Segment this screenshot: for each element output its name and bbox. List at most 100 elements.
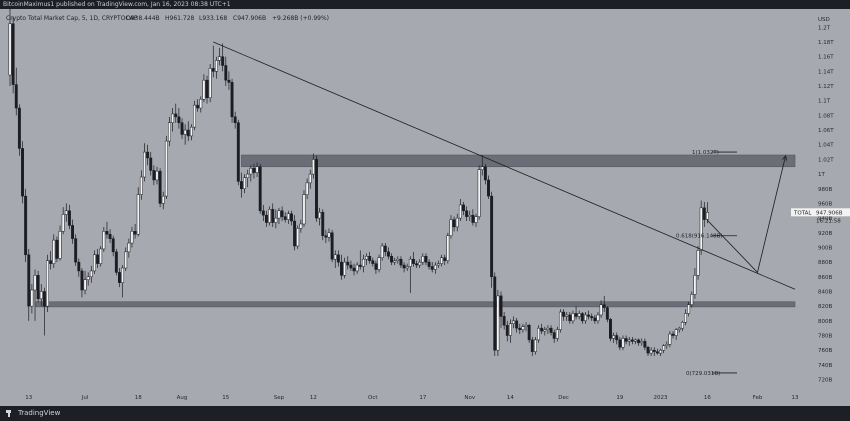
candle-body-down bbox=[358, 264, 362, 267]
candle-body-up bbox=[612, 335, 616, 339]
tradingview-brand[interactable]: TradingView bbox=[6, 409, 60, 417]
x-tick-label: Feb bbox=[753, 395, 763, 401]
candle-body-up bbox=[433, 264, 437, 270]
candle bbox=[258, 163, 262, 214]
candle-body-down bbox=[549, 327, 553, 333]
candle bbox=[377, 254, 381, 273]
candle bbox=[230, 78, 234, 123]
candle-body-down bbox=[618, 339, 622, 348]
candle-body-down bbox=[349, 264, 353, 269]
price-countdown: 16:21:58 bbox=[816, 218, 841, 224]
candle bbox=[621, 335, 625, 351]
candle-body-down bbox=[227, 79, 231, 83]
candle bbox=[690, 291, 694, 308]
candle bbox=[161, 191, 165, 210]
candle bbox=[293, 215, 297, 251]
candle bbox=[430, 262, 434, 273]
candle bbox=[671, 331, 675, 339]
candle-body-up bbox=[677, 327, 681, 330]
candle bbox=[680, 320, 684, 332]
candle bbox=[158, 168, 162, 208]
candle bbox=[11, 16, 15, 94]
candle bbox=[490, 191, 494, 288]
candle-body-down bbox=[290, 213, 293, 222]
candle-body-up bbox=[649, 349, 653, 354]
candle bbox=[371, 257, 375, 267]
candle bbox=[552, 329, 556, 343]
candle bbox=[180, 118, 184, 139]
candle-body-down bbox=[340, 261, 343, 276]
candle-body-up bbox=[130, 231, 134, 244]
candle bbox=[177, 108, 181, 129]
candle-body-down bbox=[239, 181, 243, 190]
candle bbox=[612, 332, 616, 343]
candle bbox=[399, 256, 403, 269]
candle bbox=[596, 312, 600, 324]
candle bbox=[702, 201, 706, 227]
candle-body-down bbox=[17, 107, 21, 149]
candle bbox=[524, 322, 528, 332]
candle-body-down bbox=[230, 82, 234, 118]
fib-level-label: 0.618(916.148B) bbox=[676, 234, 723, 240]
candle-body-up bbox=[524, 324, 528, 327]
candle-body-up bbox=[343, 261, 347, 276]
candle-body-down bbox=[652, 349, 656, 352]
candle bbox=[546, 325, 550, 335]
candle bbox=[643, 338, 647, 351]
candle bbox=[218, 47, 221, 66]
candle bbox=[280, 206, 284, 222]
tradingview-logo-icon bbox=[6, 409, 15, 417]
candle bbox=[196, 99, 200, 112]
candle-body-down bbox=[108, 234, 112, 239]
x-tick-label: Dec bbox=[558, 395, 569, 401]
candle bbox=[443, 254, 447, 266]
candle-body-up bbox=[690, 294, 694, 305]
candle-body-down bbox=[371, 260, 375, 264]
candle-body-down bbox=[430, 266, 434, 270]
candle-body-down bbox=[205, 79, 209, 99]
candle-body-down bbox=[515, 320, 519, 329]
y-tick-label: 1.04T bbox=[818, 143, 834, 149]
candle bbox=[411, 251, 415, 267]
candle bbox=[290, 210, 293, 226]
candle bbox=[502, 312, 506, 330]
candle-body-up bbox=[680, 322, 684, 329]
candle bbox=[483, 163, 487, 185]
candle-body-down bbox=[180, 122, 184, 135]
candle-body-up bbox=[161, 195, 165, 204]
candle bbox=[324, 229, 328, 244]
candle-body-up bbox=[164, 140, 168, 197]
candle-body-up bbox=[268, 209, 272, 223]
candle-body-down bbox=[609, 319, 612, 339]
candle-body-down bbox=[280, 210, 284, 217]
candle bbox=[249, 165, 253, 182]
y-tick-label: 1.14T bbox=[818, 69, 834, 75]
brand-label: TradingView bbox=[18, 409, 61, 417]
candle bbox=[121, 265, 125, 298]
candle bbox=[274, 209, 278, 229]
candle-body-down bbox=[271, 209, 275, 223]
candle-body-down bbox=[283, 216, 287, 220]
candle-body-down bbox=[111, 238, 115, 253]
candle-body-down bbox=[471, 214, 475, 223]
candle bbox=[343, 257, 347, 279]
candle bbox=[668, 331, 672, 348]
candle bbox=[255, 162, 259, 178]
candle-body-up bbox=[214, 60, 218, 72]
candle bbox=[602, 295, 606, 313]
candle-body-down bbox=[77, 261, 81, 272]
candle-body-down bbox=[149, 157, 153, 171]
candle-body-down bbox=[540, 327, 544, 332]
y-tick-label: 720B bbox=[818, 378, 832, 384]
candle-body-down bbox=[14, 84, 18, 109]
candle bbox=[143, 143, 146, 182]
candle bbox=[246, 169, 250, 188]
x-tick-label: Aug bbox=[177, 395, 188, 401]
candle bbox=[584, 312, 587, 324]
candle bbox=[71, 219, 74, 244]
candle-body-up bbox=[674, 329, 678, 336]
candle-body-down bbox=[568, 314, 572, 322]
candle bbox=[462, 201, 465, 216]
candle-body-down bbox=[587, 314, 591, 317]
